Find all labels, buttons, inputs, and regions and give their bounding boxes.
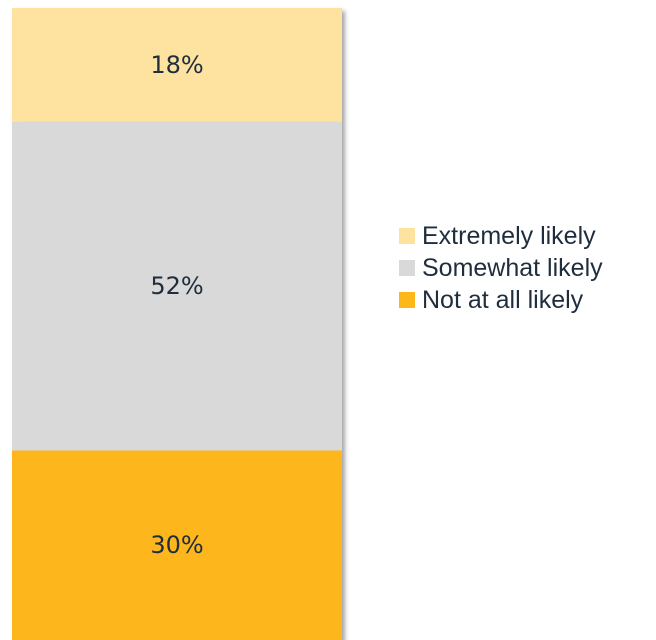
stacked-bar [12,8,342,640]
bar-segment-not-at-all-likely [12,450,342,640]
legend-swatch [399,292,415,308]
legend-item: Somewhat likely [399,252,603,284]
legend-swatch [399,228,415,244]
data-labels: 30% 52% 18% [150,51,203,559]
chart-legend: Extremely likely Somewhat likely Not at al… [399,220,603,316]
data-label: 52% [150,272,203,300]
data-label: 30% [150,531,203,559]
bar-segment-extremely-likely [12,8,342,122]
legend-swatch [399,260,415,276]
legend-item: Not at all likely [399,284,603,316]
legend-item: Extremely likely [399,220,603,252]
bar-segment-somewhat-likely [12,121,342,451]
data-label: 18% [150,51,203,79]
legend-label: Extremely likely [422,221,596,250]
legend-label: Not at all likely [422,285,584,314]
legend-label: Somewhat likely [422,253,603,282]
